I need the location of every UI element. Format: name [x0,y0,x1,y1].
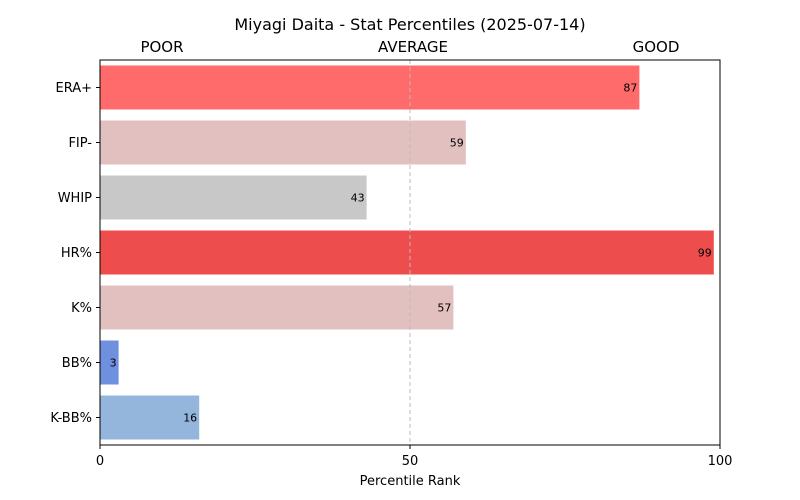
x-tick-label-100: 100 [708,454,733,469]
bar-k [100,285,454,330]
zone-label-average: AVERAGE [378,38,448,56]
x-tick-label-0: 0 [96,454,104,469]
x-tick-label-50: 50 [402,454,419,469]
zone-label-good: GOOD [633,38,680,56]
bar-whip [100,175,367,220]
bar-fip [100,120,466,165]
chart-title: Miyagi Daita - Stat Percentiles (2025-07… [234,15,585,34]
value-label-fip: 59 [450,137,464,150]
x-axis-label: Percentile Rank [360,474,461,489]
bar-hr [100,230,714,275]
y-tick-label-bb: BB% [62,356,92,371]
value-label-k: 57 [437,302,451,315]
y-axis: ERA+ FIP- WHIP HR% K% BB% K-BB% [50,81,100,426]
value-label-whip: 43 [351,192,365,205]
value-label-k-bb: 16 [183,412,197,425]
x-axis: 0 50 100 [96,445,733,469]
bar-bb [100,340,119,385]
value-label-era: 87 [623,82,637,95]
y-tick-label-fip: FIP- [68,136,92,151]
value-label-hr: 99 [698,247,712,260]
y-tick-label-whip: WHIP [58,191,92,206]
y-tick-label-era: ERA+ [55,81,92,96]
bar-k-bb [100,395,200,440]
bars-group: 87 59 43 99 57 3 16 [100,65,714,440]
y-tick-label-k-bb: K-BB% [50,411,92,426]
y-tick-label-k: K% [71,301,92,316]
zone-label-poor: POOR [140,38,183,56]
bar-era [100,65,640,110]
value-label-bb: 3 [110,357,117,370]
y-tick-label-hr: HR% [61,246,92,261]
